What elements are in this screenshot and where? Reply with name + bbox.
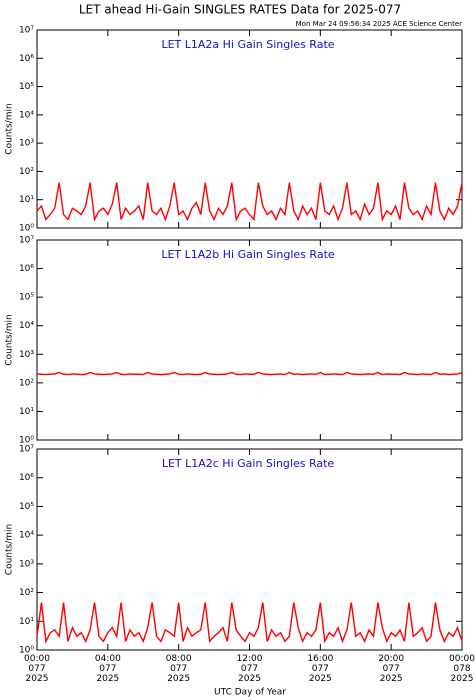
data-line <box>36 182 463 222</box>
y-axis-label: Counts/min <box>5 524 15 575</box>
y-tick-label: 10⁷ <box>19 445 34 455</box>
x-tick-label: 16:00 077 2025 <box>307 654 333 684</box>
y-tick-label: 10⁶ <box>19 54 34 64</box>
y-tick-label: 10⁰ <box>19 646 34 656</box>
y-tick-label: 10⁵ <box>19 293 34 303</box>
x-tick-label: 12:00 077 2025 <box>237 654 263 684</box>
x-axis-label: UTC Day of Year <box>214 688 286 698</box>
y-tick-label: 10² <box>19 167 34 177</box>
x-tick-label: 00:00 078 2025 <box>449 654 475 684</box>
y-axis-label: Counts/min <box>5 103 15 154</box>
y-tick-label: 10¹ <box>19 407 34 417</box>
y-tick-label: 10¹ <box>19 617 34 627</box>
y-tick-label: 10⁰ <box>19 224 34 234</box>
y-tick-label: 10⁷ <box>19 236 34 246</box>
y-tick-label: 10² <box>19 588 34 598</box>
x-tick-label: 00:00 077 2025 <box>24 654 50 684</box>
y-tick-label: 10⁵ <box>19 502 34 512</box>
y-axis-label: Counts/min <box>5 314 15 365</box>
y-tick-label: 10⁴ <box>19 321 34 331</box>
y-tick-label: 10⁴ <box>19 531 34 541</box>
y-tick-label: 10¹ <box>19 195 34 205</box>
x-tick-label: 20:00 077 2025 <box>378 654 404 684</box>
y-tick-label: 10³ <box>19 350 34 360</box>
y-tick-label: 10⁴ <box>19 110 34 120</box>
panel-title: LET L1A2a Hi Gain Singles Rate <box>161 38 334 51</box>
y-tick-label: 10⁰ <box>19 436 34 446</box>
y-tick-label: 10⁷ <box>19 26 34 36</box>
y-tick-label: 10³ <box>19 139 34 149</box>
data-line <box>36 602 463 644</box>
plot-frame <box>36 448 463 651</box>
page-subtitle: Mon Mar 24 09:56:34 2025 ACE Science Cen… <box>296 20 462 28</box>
panel-title: LET L1A2b Hi Gain Singles Rate <box>161 248 335 261</box>
y-tick-label: 10² <box>19 378 34 388</box>
y-tick-label: 10⁵ <box>19 82 34 92</box>
plot-frame <box>36 239 463 441</box>
x-tick-label: 08:00 077 2025 <box>166 654 192 684</box>
page-title: LET ahead Hi-Gain SINGLES RATES Data for… <box>79 3 401 17</box>
y-tick-label: 10⁶ <box>19 264 34 274</box>
y-tick-label: 10⁶ <box>19 473 34 483</box>
y-tick-label: 10³ <box>19 559 34 569</box>
plot-frame <box>36 29 463 229</box>
x-tick-label: 04:00 077 2025 <box>95 654 121 684</box>
panel-title: LET L1A2c Hi Gain Singles Rate <box>162 457 335 470</box>
data-line <box>36 371 463 376</box>
